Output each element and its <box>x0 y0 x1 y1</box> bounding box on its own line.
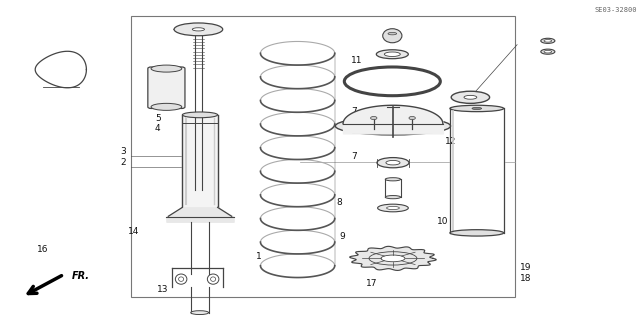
Polygon shape <box>349 246 436 271</box>
Ellipse shape <box>175 274 187 284</box>
Text: 9: 9 <box>339 232 345 241</box>
Ellipse shape <box>472 107 482 110</box>
Ellipse shape <box>344 67 440 96</box>
Ellipse shape <box>192 28 205 31</box>
FancyBboxPatch shape <box>148 67 185 108</box>
Text: 15: 15 <box>351 127 362 136</box>
Ellipse shape <box>207 274 219 284</box>
Ellipse shape <box>544 40 552 42</box>
Ellipse shape <box>544 50 552 53</box>
Ellipse shape <box>371 116 377 120</box>
Ellipse shape <box>383 29 402 43</box>
Text: 2: 2 <box>120 158 126 167</box>
Text: SE03-32800: SE03-32800 <box>595 7 637 12</box>
Ellipse shape <box>376 50 408 59</box>
Ellipse shape <box>174 23 223 36</box>
Ellipse shape <box>191 311 209 315</box>
Ellipse shape <box>179 277 184 281</box>
Text: 12: 12 <box>445 137 456 146</box>
Text: 4: 4 <box>155 124 161 133</box>
Text: 17: 17 <box>366 279 378 288</box>
Text: 6: 6 <box>366 260 372 269</box>
Ellipse shape <box>388 33 397 35</box>
Ellipse shape <box>450 230 504 236</box>
Ellipse shape <box>451 91 490 103</box>
Ellipse shape <box>464 95 477 99</box>
Ellipse shape <box>409 116 415 120</box>
Text: 7: 7 <box>351 107 356 115</box>
Ellipse shape <box>381 255 405 262</box>
Ellipse shape <box>151 65 182 72</box>
Text: 19: 19 <box>520 263 531 272</box>
Ellipse shape <box>450 105 504 112</box>
Ellipse shape <box>378 204 408 212</box>
Text: 8: 8 <box>337 198 342 207</box>
Text: 18: 18 <box>520 274 531 283</box>
Text: 5: 5 <box>155 114 161 123</box>
Ellipse shape <box>385 196 401 199</box>
Ellipse shape <box>377 158 409 168</box>
Text: 16: 16 <box>37 245 49 254</box>
Text: 10: 10 <box>436 217 448 226</box>
Ellipse shape <box>356 71 429 92</box>
Text: 7: 7 <box>351 152 356 161</box>
Text: 11: 11 <box>351 56 362 65</box>
Text: FR.: FR. <box>72 271 90 281</box>
Ellipse shape <box>386 160 400 165</box>
Ellipse shape <box>335 117 451 135</box>
Ellipse shape <box>541 49 555 54</box>
Text: 14: 14 <box>128 227 140 236</box>
Ellipse shape <box>387 206 399 210</box>
Text: 1: 1 <box>256 252 262 261</box>
Ellipse shape <box>385 178 401 181</box>
Bar <box>131 16 515 297</box>
Ellipse shape <box>384 52 401 56</box>
Ellipse shape <box>211 277 216 281</box>
Text: 13: 13 <box>157 285 168 294</box>
Text: 3: 3 <box>120 147 126 156</box>
Ellipse shape <box>182 112 218 118</box>
Ellipse shape <box>151 103 182 110</box>
Ellipse shape <box>541 38 555 43</box>
Polygon shape <box>35 51 86 88</box>
